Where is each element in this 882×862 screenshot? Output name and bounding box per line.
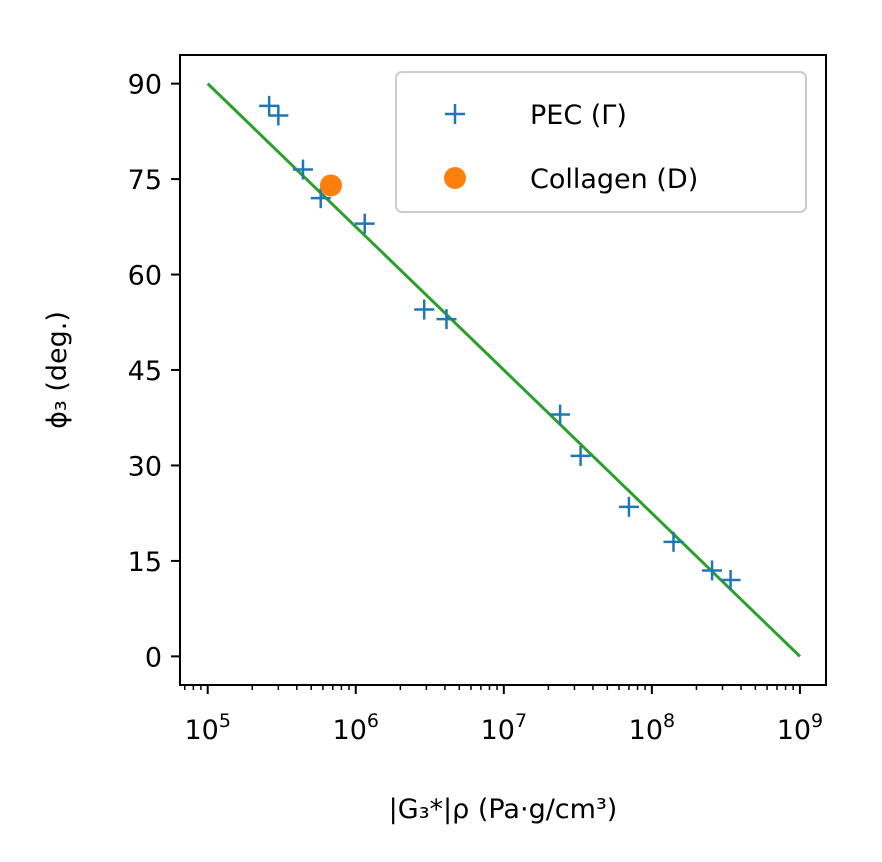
fit-line-layer [206,82,801,658]
y-tick-label: 60 [128,261,162,292]
y-axis: 0 15 30 45 60 75 90 [128,70,180,673]
collagen-data-point [319,174,342,197]
pec-data-point [354,213,375,234]
legend-circle-marker [444,167,466,189]
pec-data-point [720,570,741,590]
pec-data-point [550,404,571,425]
legend-label: PEC (Γ) [530,100,627,131]
pec-data-point [259,95,280,116]
legend-label: Collagen (D) [530,164,698,195]
x-tick-label: 108 [629,710,675,746]
data-points-layer [259,95,741,590]
fit-line [206,82,801,658]
x-axis: 105 106 107 108 109 [184,685,823,746]
y-axis-label: ϕ₃ (deg.) [42,311,73,429]
x-tick-label: 106 [333,710,379,746]
y-tick-label: 30 [128,451,162,482]
pec-data-point [292,159,313,180]
legend: PEC (Γ) Collagen (D) [395,71,807,213]
pec-data-point [663,531,684,552]
x-axis-label: |G₃*|ρ (Pa·g/cm³) [389,794,618,825]
legend-plus-marker [445,104,465,124]
y-tick-label: 45 [128,356,162,387]
x-tick-label: 105 [184,710,230,746]
y-tick-label: 75 [128,165,162,196]
pec-data-point [436,309,457,330]
pec-data-point [570,445,591,466]
pec-data-point [310,188,331,209]
pec-data-point [414,299,435,320]
legend-entry: PEC (Γ) [445,100,627,131]
legend-entry: Collagen (D) [444,164,698,195]
y-tick-label: 15 [128,547,162,578]
pec-data-point [702,560,723,581]
y-tick-label: 90 [128,70,162,101]
legend-frame [395,71,807,213]
x-tick-label: 107 [481,710,527,746]
pec-data-point [618,496,639,517]
x-tick-label: 109 [777,710,823,746]
legend-entries: PEC (Γ) Collagen (D) [444,100,698,195]
pec-data-point [268,105,289,126]
y-tick-label: 0 [145,642,162,673]
